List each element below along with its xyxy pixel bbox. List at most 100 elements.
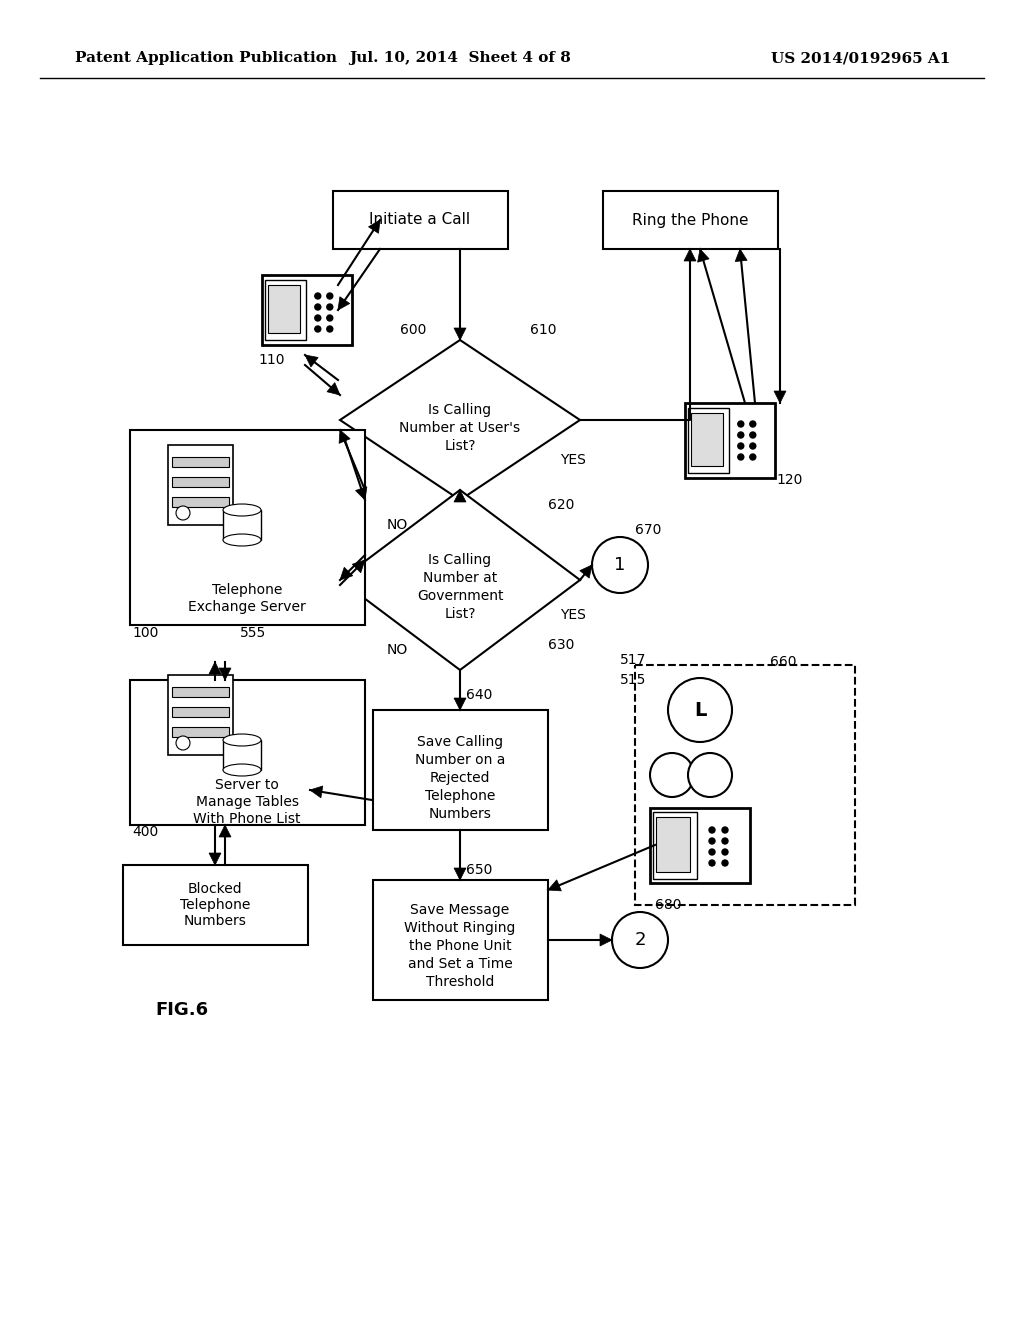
- Circle shape: [722, 861, 728, 866]
- Ellipse shape: [223, 764, 261, 776]
- Circle shape: [750, 454, 756, 459]
- Circle shape: [722, 838, 728, 843]
- Text: Is Calling: Is Calling: [428, 553, 492, 568]
- Circle shape: [314, 326, 321, 333]
- Text: 110: 110: [259, 352, 286, 367]
- Circle shape: [176, 737, 190, 750]
- Bar: [130, 430, 365, 624]
- Text: Government: Government: [417, 589, 503, 603]
- Text: Blocked: Blocked: [187, 882, 243, 896]
- Text: 620: 620: [548, 498, 574, 512]
- Polygon shape: [454, 869, 466, 880]
- Text: Exchange Server: Exchange Server: [188, 601, 306, 614]
- Text: Threshold: Threshold: [426, 975, 495, 989]
- Text: 517: 517: [620, 653, 646, 667]
- Circle shape: [709, 849, 715, 855]
- Bar: [130, 680, 365, 825]
- Bar: [223, 741, 261, 770]
- Circle shape: [176, 506, 190, 520]
- Text: Numbers: Numbers: [429, 807, 492, 821]
- Circle shape: [592, 537, 648, 593]
- Text: 670: 670: [635, 523, 662, 537]
- Polygon shape: [209, 853, 221, 865]
- Bar: [373, 880, 548, 1001]
- Polygon shape: [327, 383, 340, 395]
- Bar: [688, 408, 728, 473]
- Bar: [172, 686, 229, 697]
- Bar: [691, 412, 723, 466]
- Circle shape: [327, 315, 333, 321]
- Text: Number at: Number at: [423, 572, 497, 585]
- Circle shape: [314, 293, 321, 300]
- Bar: [172, 457, 229, 467]
- Bar: [656, 817, 690, 871]
- Polygon shape: [352, 560, 365, 573]
- Circle shape: [750, 421, 756, 426]
- Circle shape: [688, 752, 732, 797]
- Text: Number at User's: Number at User's: [399, 421, 520, 436]
- Polygon shape: [339, 430, 350, 444]
- Circle shape: [650, 752, 694, 797]
- Text: 680: 680: [654, 898, 681, 912]
- Text: List?: List?: [444, 607, 476, 620]
- Polygon shape: [454, 327, 466, 341]
- Text: Rejected: Rejected: [430, 771, 490, 785]
- Text: 610: 610: [530, 323, 556, 337]
- Text: Without Ringing: Without Ringing: [404, 921, 516, 935]
- Circle shape: [750, 432, 756, 438]
- Circle shape: [709, 828, 715, 833]
- Bar: [172, 708, 229, 717]
- Polygon shape: [735, 249, 748, 261]
- Polygon shape: [454, 490, 466, 502]
- Polygon shape: [340, 568, 352, 579]
- Bar: [172, 477, 229, 487]
- Text: 400: 400: [132, 825, 159, 840]
- Bar: [172, 727, 229, 737]
- Bar: [333, 191, 508, 249]
- Bar: [653, 812, 697, 879]
- Circle shape: [314, 315, 321, 321]
- Bar: [168, 675, 233, 755]
- Circle shape: [668, 678, 732, 742]
- Ellipse shape: [223, 535, 261, 546]
- Circle shape: [327, 304, 333, 310]
- Bar: [685, 403, 775, 478]
- Polygon shape: [697, 249, 710, 263]
- Text: YES: YES: [560, 609, 586, 622]
- Text: Numbers: Numbers: [183, 913, 247, 928]
- Bar: [268, 285, 299, 333]
- Polygon shape: [355, 487, 367, 500]
- Text: Manage Tables: Manage Tables: [196, 795, 299, 809]
- Ellipse shape: [223, 504, 261, 516]
- Polygon shape: [684, 249, 696, 261]
- Polygon shape: [369, 220, 380, 234]
- Circle shape: [738, 454, 743, 459]
- Text: Telephone: Telephone: [212, 583, 283, 597]
- Circle shape: [327, 293, 333, 300]
- Polygon shape: [454, 698, 466, 710]
- Text: Server to: Server to: [215, 777, 279, 792]
- Text: 555: 555: [240, 626, 266, 640]
- Text: 600: 600: [400, 323, 426, 337]
- Text: Save Message: Save Message: [411, 903, 510, 917]
- Polygon shape: [340, 490, 580, 671]
- Text: NO: NO: [387, 643, 408, 657]
- Polygon shape: [219, 825, 231, 837]
- Polygon shape: [338, 297, 350, 310]
- Bar: [265, 280, 305, 341]
- Text: YES: YES: [560, 453, 586, 467]
- Text: US 2014/0192965 A1: US 2014/0192965 A1: [771, 51, 950, 65]
- Text: Patent Application Publication: Patent Application Publication: [75, 51, 337, 65]
- Text: Telephone: Telephone: [180, 898, 250, 912]
- Polygon shape: [580, 565, 592, 578]
- Text: 2: 2: [634, 931, 646, 949]
- Text: the Phone Unit: the Phone Unit: [409, 939, 511, 953]
- Text: 515: 515: [620, 673, 646, 686]
- Bar: [168, 445, 233, 525]
- Polygon shape: [219, 668, 231, 680]
- Text: Initiate a Call: Initiate a Call: [370, 213, 471, 227]
- Circle shape: [327, 326, 333, 333]
- Bar: [123, 865, 307, 945]
- Polygon shape: [340, 341, 580, 500]
- Text: 100: 100: [132, 626, 159, 640]
